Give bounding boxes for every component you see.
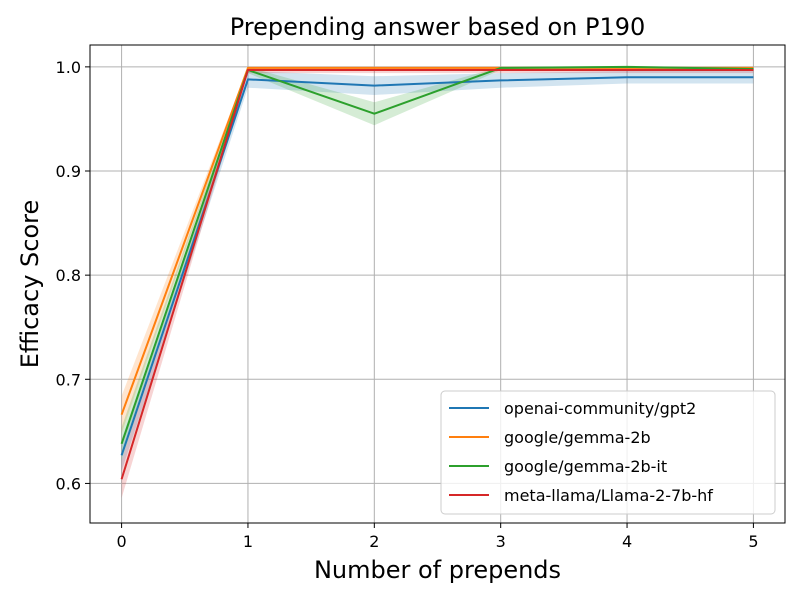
x-tick-label: 2: [369, 532, 379, 551]
y-tick-label: 1.0: [56, 58, 81, 77]
legend-label: google/gemma-2b: [504, 428, 651, 447]
x-tick-label: 0: [116, 532, 126, 551]
x-tick-label: 1: [243, 532, 253, 551]
x-tick-label: 4: [622, 532, 632, 551]
legend-label: openai-community/gpt2: [504, 399, 696, 418]
plot-frame: [89, 44, 786, 524]
legend-label: meta-llama/Llama-2-7b-hf: [504, 486, 713, 505]
series-line: [120, 65, 754, 445]
y-tick-label: 0.6: [56, 474, 81, 493]
x-tick-label: 3: [496, 532, 506, 551]
series-lines: [120, 65, 754, 480]
y-tick-label: 0.7: [56, 370, 81, 389]
legend-label: google/gemma-2b-it: [504, 457, 667, 476]
y-axis-title: Efficacy Score: [16, 200, 44, 369]
axis-ticks: 0 1 2 3 4 5 0.6 0.7 0.8 0.9 1.0: [56, 58, 759, 551]
series-line: [120, 76, 754, 456]
x-tick-label: 5: [748, 532, 758, 551]
chart-title: Prepending answer based on P190: [230, 13, 646, 41]
y-tick-label: 0.9: [56, 162, 81, 181]
series-line: [120, 68, 754, 480]
x-axis-title: Number of prepends: [314, 556, 561, 584]
legend: openai-community/gpt2 google/gemma-2b goog…: [440, 390, 776, 515]
legend-box: [440, 390, 776, 515]
y-tick-label: 0.8: [56, 266, 81, 285]
